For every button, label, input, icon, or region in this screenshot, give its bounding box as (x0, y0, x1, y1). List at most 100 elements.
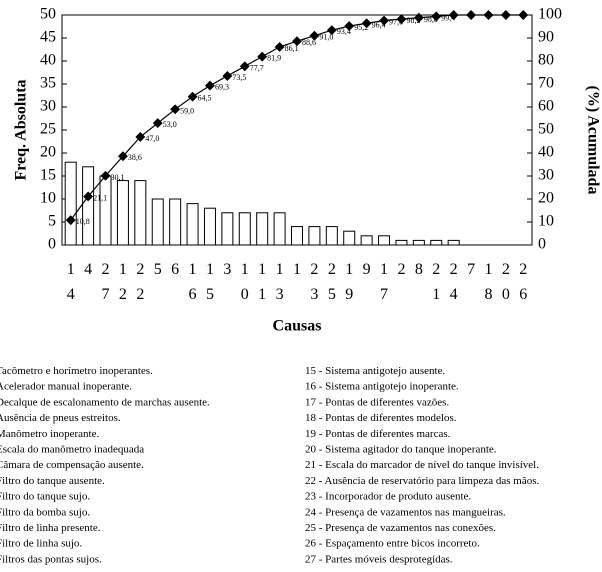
legend-item: 18 - Pontas de diferentes modelos. (305, 412, 457, 424)
legend-item: Câmara de compensação ausente. (0, 459, 144, 471)
legend-item: 26 - Espaçamento entre bicos incorreto. (305, 538, 480, 550)
legend-item: Filtro do tanque ausente. (0, 475, 105, 487)
cumulative-marker (187, 91, 198, 102)
y-axis-title: Freq. Absoluta (13, 79, 30, 180)
cumulative-marker (483, 10, 494, 20)
cumulative-marker (100, 170, 111, 181)
data-label: 99,4 (441, 13, 455, 22)
cumulative-marker (222, 71, 233, 81)
cumulative-marker (274, 42, 285, 52)
data-label: 64,5 (198, 94, 212, 103)
legend-item: 23 - Incorporador de produto ausente. (305, 491, 471, 503)
y-tick-label: 25 (40, 121, 56, 138)
data-label: 59,0 (180, 106, 194, 115)
bar (308, 226, 321, 246)
y2-tick-label: 60 (538, 98, 554, 115)
cumulative-marker (170, 104, 181, 115)
data-label: 96,4 (372, 20, 386, 29)
cumulative-marker (466, 10, 477, 20)
y2-tick-label: 80 (538, 52, 554, 69)
bar (325, 226, 338, 246)
y-tick-label: 30 (40, 98, 56, 115)
x-tick-label: 4 (84, 261, 92, 278)
legend-item: Escala do manômetro inadequada (0, 444, 144, 456)
data-label: 30,1 (111, 173, 125, 182)
y-tick-label: 45 (40, 29, 56, 46)
bar (99, 175, 112, 246)
bar (64, 161, 77, 246)
bar (360, 235, 373, 246)
data-label: 73,5 (232, 73, 246, 82)
y-tick-label: 10 (40, 190, 56, 207)
legend-item: 19 - Pontas de diferentes marcas. (305, 428, 451, 440)
y2-tick-label: 70 (538, 75, 554, 92)
legend-item: 16 - Sistema antigotejo inoperante. (305, 381, 459, 393)
y-tick-label: 15 (40, 167, 56, 184)
x-axis-title: Causas (273, 318, 322, 335)
bar (238, 212, 251, 246)
x-tick-label: 1 (293, 261, 301, 278)
legend-item: Tacômetro e horímetro inoperantes. (0, 365, 153, 377)
bar (291, 226, 303, 246)
data-label: 81,9 (267, 54, 281, 63)
legend-item: Filtro de linha sujo. (0, 538, 82, 550)
y2-tick-label: 0 (538, 236, 546, 253)
data-label: 21,1 (93, 193, 107, 202)
cumulative-marker (239, 61, 250, 72)
x-tick-label: 3 (223, 261, 231, 278)
bar (116, 180, 129, 246)
y-tick-label: 5 (48, 213, 56, 230)
legend-item: 17 - Pontas de diferentes vazões. (305, 396, 449, 408)
cumulative-marker (500, 10, 511, 20)
data-label: 10,8 (76, 217, 90, 226)
bar (82, 166, 95, 246)
y2-tick-label: 30 (538, 167, 554, 184)
y2-tick-label: 10 (538, 213, 554, 230)
bar (395, 239, 408, 246)
y2-tick-label: 20 (538, 190, 554, 207)
bar (430, 239, 443, 246)
data-label: 88,6 (302, 38, 316, 47)
bar (273, 212, 286, 246)
data-label: 86,1 (285, 44, 299, 53)
data-label: 69,3 (215, 83, 229, 92)
legend-item: Ausência de pneus estreitos. (0, 412, 121, 424)
bar (221, 212, 234, 246)
y-tick-label: 20 (40, 144, 56, 161)
data-label: 98,2 (406, 16, 420, 25)
cumulative-marker (518, 10, 529, 20)
data-label: 93,4 (337, 27, 351, 36)
data-label: 97,6 (389, 18, 403, 27)
bar (134, 180, 147, 246)
legend-item: Acelerador manual inoperante. (0, 381, 132, 393)
data-label: 95,2 (354, 23, 368, 32)
bar (412, 239, 425, 246)
x-tick-label: 7 (467, 261, 475, 278)
cumulative-marker (117, 151, 128, 162)
x-tick-label: 5 (154, 261, 162, 278)
y2-axis-title: (%) Acumulada (584, 86, 601, 195)
legend-item: Filtro da bomba sujo. (0, 506, 90, 518)
bar (186, 203, 199, 246)
y2-tick-label: 100 (538, 6, 562, 23)
cumulative-marker (83, 191, 94, 202)
legend-item: Decalque de escalonamento de marchas aus… (0, 396, 210, 408)
bar (343, 230, 356, 246)
data-label: 98,8 (424, 15, 438, 24)
legend-item: Filtros das pontas sujos. (0, 553, 102, 565)
legend-item: 24 - Presença de vazamentos nas mangueir… (305, 506, 506, 518)
legend-item: 21 - Escala do marcador de nível do tanq… (305, 459, 539, 471)
